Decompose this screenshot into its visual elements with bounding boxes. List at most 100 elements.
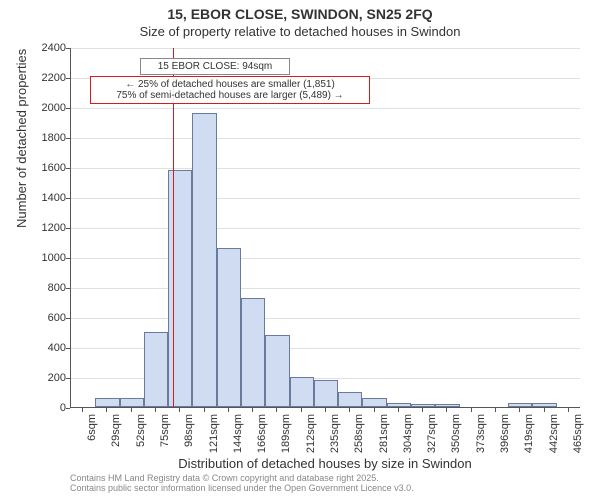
ytick-label: 1000 [26, 252, 66, 264]
histogram-bar [338, 392, 362, 407]
chart-title-line1: 15, EBOR CLOSE, SWINDON, SN25 2FQ [0, 6, 600, 22]
xtick-label: 121sqm [208, 414, 220, 453]
footer-line2: Contains public sector information licen… [70, 484, 580, 494]
xtick-mark [252, 408, 253, 412]
histogram-bar [532, 403, 556, 408]
histogram-bar [144, 332, 168, 407]
ytick-label: 200 [26, 372, 66, 384]
ytick-mark [66, 138, 70, 139]
xtick-label: 189sqm [280, 414, 292, 453]
xtick-label: 373sqm [475, 414, 487, 453]
x-axis-label: Distribution of detached houses by size … [70, 456, 580, 471]
xtick-mark [398, 408, 399, 412]
property-label-box: 15 EBOR CLOSE: 94sqm [140, 58, 290, 75]
xtick-mark [276, 408, 277, 412]
histogram-bar [241, 298, 265, 408]
xtick-label: 304sqm [402, 414, 414, 453]
ytick-mark [66, 48, 70, 49]
ytick-mark [66, 288, 70, 289]
percentile-box: ← 25% of detached houses are smaller (1,… [90, 76, 370, 104]
ytick-mark [66, 258, 70, 259]
xtick-label: 52sqm [135, 414, 147, 447]
ytick-label: 800 [26, 282, 66, 294]
histogram-bar [265, 335, 289, 407]
ytick-label: 400 [26, 342, 66, 354]
ytick-label: 1200 [26, 222, 66, 234]
histogram-bar [120, 398, 144, 407]
histogram-bar [314, 380, 338, 407]
xtick-mark [519, 408, 520, 412]
ytick-mark [66, 408, 70, 409]
xtick-mark [228, 408, 229, 412]
xtick-label: 6sqm [86, 414, 98, 441]
ytick-label: 2200 [26, 72, 66, 84]
xtick-label: 258sqm [353, 414, 365, 453]
histogram-bar [217, 248, 241, 407]
gridline [71, 138, 580, 139]
xtick-label: 327sqm [426, 414, 438, 453]
xtick-label: 144sqm [232, 414, 244, 453]
histogram-bar [95, 398, 119, 407]
ytick-mark [66, 378, 70, 379]
histogram-bar [168, 170, 192, 407]
xtick-mark [106, 408, 107, 412]
xtick-label: 98sqm [183, 414, 195, 447]
xtick-mark [349, 408, 350, 412]
ytick-label: 600 [26, 312, 66, 324]
xtick-mark [301, 408, 302, 412]
xtick-mark [568, 408, 569, 412]
ytick-label: 2000 [26, 102, 66, 114]
ytick-label: 2400 [26, 42, 66, 54]
xtick-mark [374, 408, 375, 412]
histogram-bar [435, 404, 459, 407]
chart-container: 15, EBOR CLOSE, SWINDON, SN25 2FQ Size o… [0, 0, 600, 500]
ytick-mark [66, 348, 70, 349]
histogram-bar [411, 404, 435, 407]
histogram-bar [508, 403, 532, 408]
xtick-mark [544, 408, 545, 412]
xtick-mark [155, 408, 156, 412]
ytick-mark [66, 198, 70, 199]
xtick-label: 75sqm [159, 414, 171, 447]
histogram-bar [362, 398, 386, 407]
ytick-label: 0 [26, 402, 66, 414]
ytick-label: 1400 [26, 192, 66, 204]
gridline [71, 258, 580, 259]
ytick-mark [66, 318, 70, 319]
xtick-label: 281sqm [378, 414, 390, 453]
xtick-label: 396sqm [499, 414, 511, 453]
xtick-label: 212sqm [305, 414, 317, 453]
xtick-mark [495, 408, 496, 412]
gridline [71, 228, 580, 229]
xtick-mark [422, 408, 423, 412]
xtick-label: 29sqm [110, 414, 122, 447]
xtick-label: 350sqm [450, 414, 462, 453]
gridline [71, 168, 580, 169]
xtick-mark [446, 408, 447, 412]
gridline [71, 198, 580, 199]
percentile-line1: ← 25% of detached houses are smaller (1,… [95, 79, 365, 90]
xtick-mark [179, 408, 180, 412]
xtick-mark [471, 408, 472, 412]
ytick-mark [66, 168, 70, 169]
xtick-mark [131, 408, 132, 412]
footer-attribution: Contains HM Land Registry data © Crown c… [70, 474, 580, 494]
histogram-bar [192, 113, 216, 407]
xtick-label: 419sqm [523, 414, 535, 453]
histogram-bar [387, 403, 411, 408]
xtick-mark [325, 408, 326, 412]
gridline [71, 288, 580, 289]
percentile-line2: 75% of semi-detached houses are larger (… [95, 90, 365, 101]
chart-title-line2: Size of property relative to detached ho… [0, 24, 600, 39]
ytick-mark [66, 78, 70, 79]
histogram-bar [290, 377, 314, 407]
ytick-label: 1600 [26, 162, 66, 174]
xtick-mark [204, 408, 205, 412]
xtick-mark [82, 408, 83, 412]
xtick-label: 166sqm [256, 414, 268, 453]
ytick-label: 1800 [26, 132, 66, 144]
gridline [71, 318, 580, 319]
ytick-mark [66, 108, 70, 109]
xtick-label: 235sqm [329, 414, 341, 453]
gridline [71, 48, 580, 49]
